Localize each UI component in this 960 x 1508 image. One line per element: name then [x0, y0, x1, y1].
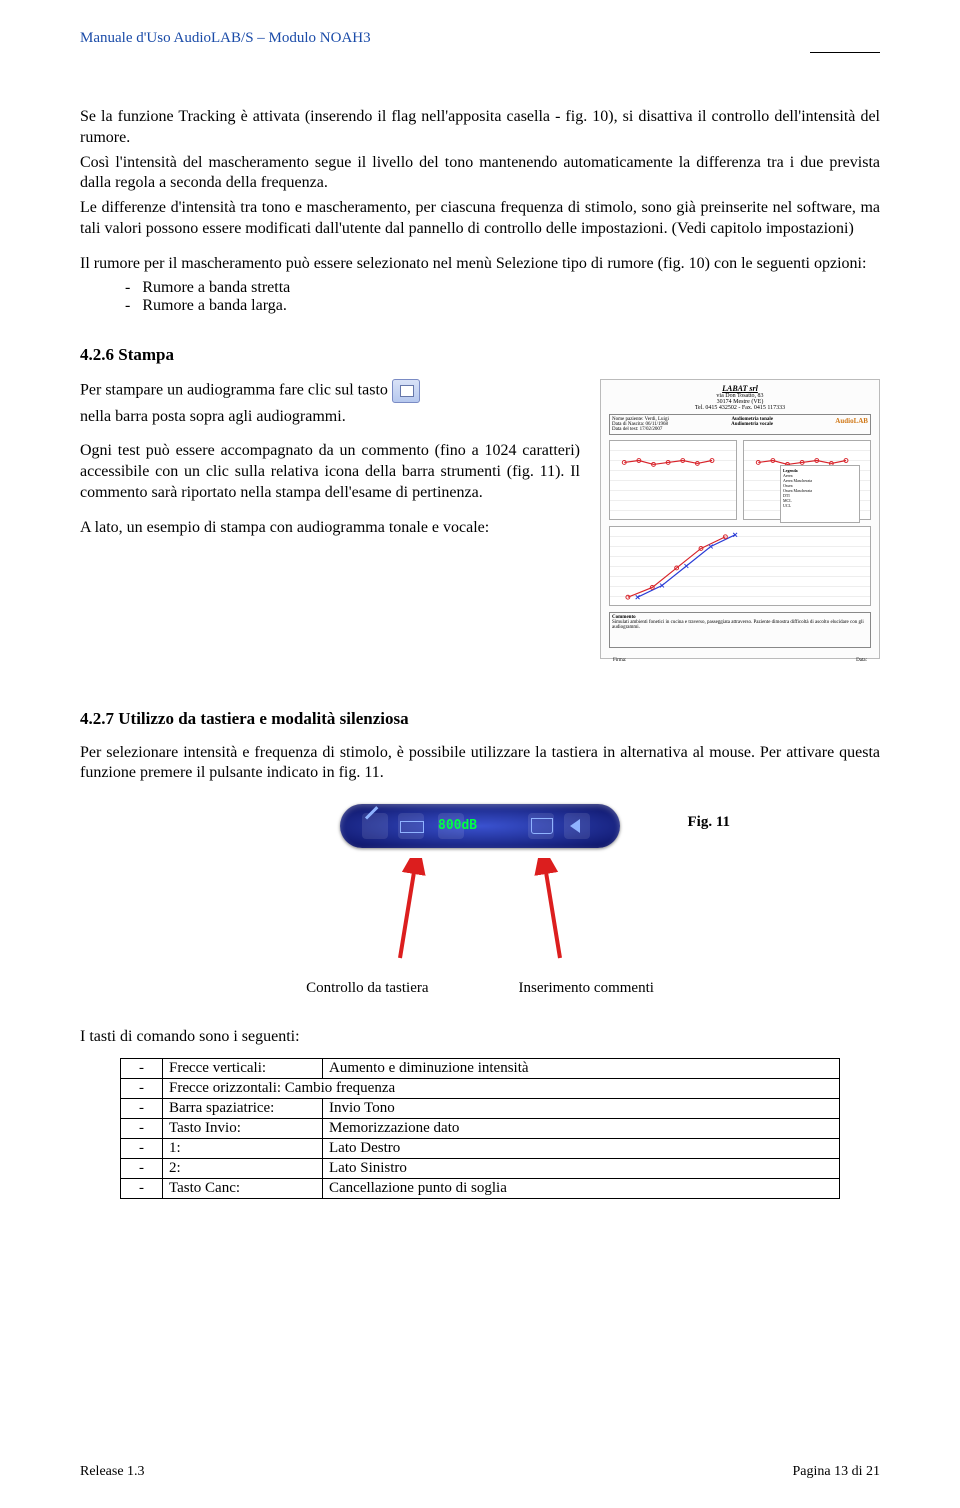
caption-left: Controllo da tastiera: [306, 980, 428, 997]
table-row: -Frecce verticali:Aumento e diminuzione …: [121, 1058, 840, 1078]
key-name: 1:: [163, 1138, 323, 1158]
page-footer: Release 1.3 Pagina 13 di 21: [80, 1464, 880, 1480]
bullet-list: - Rumore a banda stretta - Rumore a band…: [80, 279, 880, 315]
firma-label: Firma:: [613, 658, 626, 663]
thumb-type2: Audiometria vocale: [731, 422, 773, 427]
thumb-comment-box: Commento Simulati ambienti fonetici in c…: [609, 612, 871, 648]
comment-text: Simulati ambienti fonetici in cucina e t…: [612, 620, 868, 630]
data-label: Data:: [856, 658, 867, 663]
fig-captions: Controllo da tastiera Inserimento commen…: [80, 980, 880, 997]
tastiera-para: Per selezionare intensità e frequenza di…: [80, 743, 880, 785]
thumb-vocal-chart: Legenda Aerea Aerea Mascherata Ossea Oss…: [609, 526, 871, 606]
bullet-text: Rumore a banda stretta: [142, 279, 290, 296]
text: Per stampare un audiogramma fare clic su…: [80, 381, 392, 398]
table-row: -1:Lato Destro: [121, 1138, 840, 1158]
key-desc: Lato Destro: [323, 1138, 840, 1158]
fig-label: Fig. 11: [687, 814, 730, 831]
footer-left: Release 1.3: [80, 1464, 145, 1480]
caption-right: Inserimento commenti: [519, 980, 654, 997]
thumb-birth: Data di Nascita: 06/11/1968: [612, 422, 669, 427]
keys-table: -Frecce verticali:Aumento e diminuzione …: [120, 1058, 840, 1199]
thumb-testdate: Data del test: 17/02/2007: [612, 427, 669, 432]
key-name: Tasto Canc:: [163, 1178, 323, 1198]
print-preview-thumbnail: LABAT srl via Don Tosatto, 83 30174 Mest…: [600, 379, 880, 659]
key-name: Tasto Invio:: [163, 1118, 323, 1138]
page-content: Se la funzione Tracking è attivata (inse…: [80, 107, 880, 1199]
pencil-icon[interactable]: [362, 813, 388, 839]
table-row: -Barra spaziatrice:Invio Tono: [121, 1098, 840, 1118]
section-title-tastiera: 4.2.7 Utilizzo da tastiera e modalità si…: [80, 709, 880, 729]
thumb-legend: Legenda Aerea Aerea Mascherata Ossea Oss…: [780, 465, 860, 523]
fig11-wrap: 800dB Fig. 11 Controllo da tastiera Inse…: [80, 804, 880, 997]
key-name: 2:: [163, 1158, 323, 1178]
key-name: Barra spaziatrice:: [163, 1098, 323, 1118]
paragraph: Le differenze d'intensità tra tono e mas…: [80, 198, 880, 240]
footer-right: Pagina 13 di 21: [793, 1464, 881, 1480]
bullet-item: - Rumore a banda larga.: [125, 297, 880, 315]
comment-icon[interactable]: [528, 813, 554, 839]
key-desc: Memorizzazione dato: [323, 1118, 840, 1138]
keyboard-icon[interactable]: [398, 813, 424, 839]
led-display: 800dB: [438, 813, 464, 839]
thumb-chart-left: [609, 440, 737, 520]
paragraph: Il rumore per il mascheramento può esser…: [80, 254, 880, 275]
key-desc: Aumento e diminuzione intensità: [323, 1058, 840, 1078]
paragraph: Se la funzione Tracking è attivata (inse…: [80, 107, 880, 149]
led-text: 800dB: [438, 818, 477, 833]
doc-header: Manuale d'Uso AudioLAB/S – Modulo NOAH3: [80, 30, 880, 47]
thumb-patient: Nome paziente: Verdi, Luigi: [612, 417, 669, 422]
key-desc: Invio Tono: [323, 1098, 840, 1118]
stampa-section: LABAT srl via Don Tosatto, 83 30174 Mest…: [80, 379, 880, 659]
toolbar-figure: 800dB: [340, 804, 620, 848]
header-rule: [810, 52, 880, 53]
legend-row: UCL: [783, 503, 857, 508]
bullet-item: - Rumore a banda stretta: [125, 279, 880, 297]
cmd-intro: I tasti di comando sono i seguenti:: [80, 1027, 880, 1048]
thumb-logo: AudioLAB: [835, 417, 868, 432]
arrow-annotations: [280, 858, 680, 968]
print-icon[interactable]: [392, 379, 420, 403]
key-name: Frecce verticali:: [163, 1058, 323, 1078]
speaker-icon[interactable]: [564, 813, 590, 839]
key-desc: Cancellazione punto di soglia: [323, 1178, 840, 1198]
bullet-text: Rumore a banda larga.: [142, 297, 287, 314]
legend-title: Legenda: [783, 468, 798, 473]
paragraph: Così l'intensità del mascheramento segue…: [80, 153, 880, 195]
thumb-signature-row: Firma: Data:: [601, 658, 879, 663]
key-desc: Cambio frequenza: [285, 1080, 395, 1096]
thumb-patient-box: Nome paziente: Verdi, Luigi Data di Nasc…: [609, 414, 871, 435]
table-row: -Tasto Canc:Cancellazione punto di sogli…: [121, 1178, 840, 1198]
section-title-stampa: 4.2.6 Stampa: [80, 345, 880, 365]
key-desc: Lato Sinistro: [323, 1158, 840, 1178]
key-name: Frecce orizzontali:: [169, 1080, 281, 1096]
table-row: -2:Lato Sinistro: [121, 1158, 840, 1178]
table-row: -Tasto Invio:Memorizzazione dato: [121, 1118, 840, 1138]
comment-label: Commento: [612, 615, 636, 620]
thumb-brand: LABAT srl: [601, 384, 879, 393]
thumb-addr: Tel. 0415 432502 - Fax. 0415 117333: [601, 405, 879, 411]
table-row: -Frecce orizzontali: Cambio frequenza: [121, 1078, 840, 1098]
